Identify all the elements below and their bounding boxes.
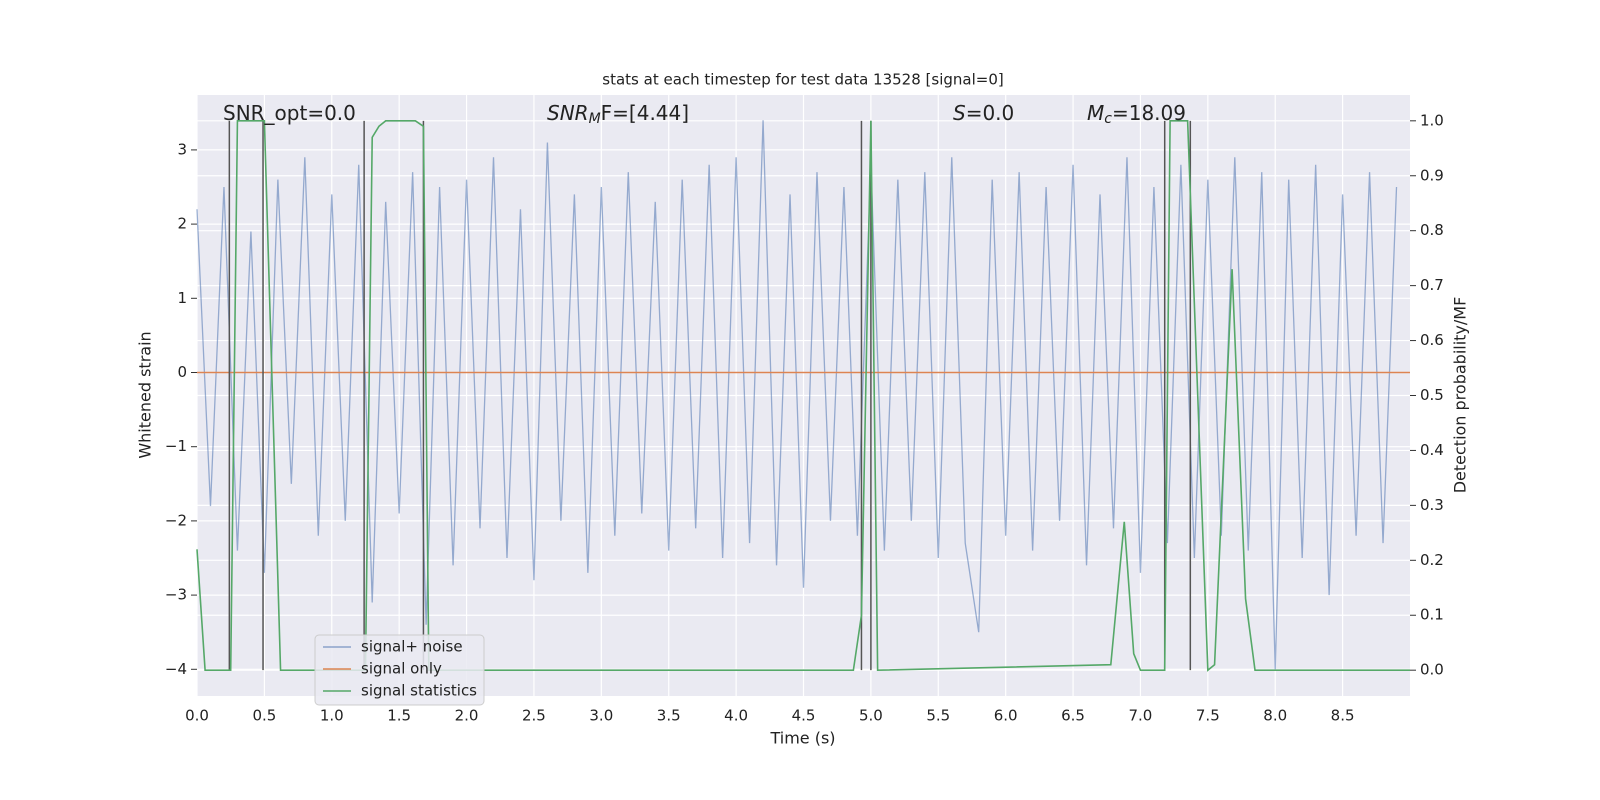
x-tick-label: 0.0: [185, 707, 209, 725]
x-tick-label: 1.5: [387, 707, 411, 725]
marks: [196, 120, 1410, 672]
chart-title: stats at each timestep for test data 135…: [602, 71, 1003, 89]
annotation: S=0.0: [953, 101, 1014, 125]
y-tick-label: −4: [165, 660, 187, 678]
annotation-part: =0.0: [966, 101, 1015, 125]
legend-label: signal+ noise: [361, 638, 463, 656]
y-tick-label: 3: [177, 140, 187, 158]
x-tick-label: 2.0: [455, 707, 479, 725]
x-tick-label: 1.0: [320, 707, 344, 725]
x-tick-label: 8.0: [1263, 707, 1287, 725]
x-tick-label: 5.0: [859, 707, 883, 725]
annotation: SNR_opt=0.0: [223, 101, 356, 125]
legend-label: signal only: [361, 660, 442, 678]
x-tick-label: 0.5: [252, 707, 276, 725]
annotation-part: SNR_opt=0.0: [223, 101, 356, 125]
annotation-part: F=[4.44]: [601, 101, 689, 125]
annotation: Mc=18.09: [1087, 101, 1186, 128]
series-line: [196, 120, 1398, 670]
x-tick-label: 3.5: [657, 707, 681, 725]
series-line: [196, 120, 1410, 672]
annotation-part: =18.09: [1112, 101, 1186, 125]
y2-tick-label: 0.4: [1420, 441, 1444, 459]
x-tick-label: 2.5: [522, 707, 546, 725]
x-tick-label: 4.5: [792, 707, 816, 725]
x-tick-label: 5.5: [926, 707, 950, 725]
x-tick-label: 6.0: [994, 707, 1018, 725]
y-tick-label: −2: [165, 511, 187, 529]
y-tick-label: −3: [165, 586, 187, 604]
x-tick-label: 7.5: [1196, 707, 1220, 725]
x-tick-label: 4.0: [724, 707, 748, 725]
legend-label: signal statistics: [361, 682, 477, 700]
y2-axis-label: Detection probability/MF: [1451, 297, 1470, 494]
y-tick-label: 1: [177, 289, 187, 307]
annotation-part: SNR: [547, 101, 589, 125]
annotation-part: M: [589, 111, 601, 127]
y2-tick-label: 0.7: [1420, 276, 1444, 294]
x-tick-label: 6.5: [1061, 707, 1085, 725]
y2-tick-label: 0.1: [1420, 606, 1444, 624]
y2-tick-label: 0.2: [1420, 551, 1444, 569]
x-tick-label: 8.5: [1331, 707, 1355, 725]
y-tick-label: 2: [177, 215, 187, 233]
x-tick-label: 3.0: [589, 707, 613, 725]
y2-tick-label: 0.5: [1420, 386, 1444, 404]
y-tick-label: −1: [165, 437, 187, 455]
annotation-part: S: [953, 101, 966, 125]
y2-tick-label: 0.8: [1420, 221, 1444, 239]
annotation-part: c: [1104, 111, 1112, 127]
x-axis-label: Time (s): [769, 729, 835, 748]
annotation-part: M: [1087, 101, 1104, 125]
y2-tick-label: 0.3: [1420, 496, 1444, 514]
x-tick-label: 7.0: [1129, 707, 1153, 725]
y2-tick-label: 1.0: [1420, 111, 1444, 129]
y2-tick-label: 0.0: [1420, 661, 1444, 679]
y2-tick-label: 0.9: [1420, 166, 1444, 184]
legend-box: [314, 634, 485, 706]
y-axis-label: Whitened strain: [136, 331, 155, 458]
y2-tick-label: 0.6: [1420, 331, 1444, 349]
annotation: SNRMF=[4.44]: [547, 101, 689, 128]
y-tick-label: 0: [177, 363, 187, 381]
